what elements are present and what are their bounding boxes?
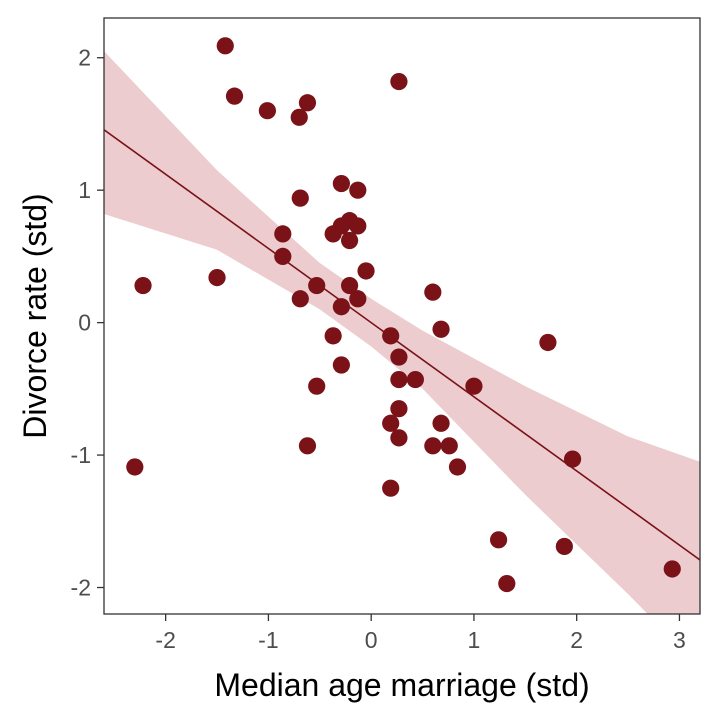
data-point — [225, 87, 244, 105]
data-point — [298, 94, 317, 112]
data-point — [274, 225, 292, 243]
data-point — [448, 458, 467, 476]
data-point — [298, 437, 317, 455]
data-point — [134, 276, 152, 295]
data-point — [382, 479, 400, 497]
data-point — [308, 276, 326, 295]
data-point — [406, 370, 424, 389]
x-axis-title: Median age marriage (std) — [214, 667, 589, 703]
data-point — [663, 560, 681, 578]
x-tick-label: 3 — [673, 627, 686, 653]
y-tick-label: 2 — [78, 45, 91, 71]
x-tick-label: -1 — [258, 627, 278, 653]
data-point — [465, 377, 483, 395]
confidence-band-layer — [104, 51, 700, 614]
x-tick-label: 0 — [365, 627, 378, 653]
data-point — [290, 108, 308, 126]
data-point — [126, 458, 144, 476]
data-point — [390, 72, 408, 91]
plot-panel-border — [103, 17, 701, 615]
x-axis-ticks: -2 -1 0 1 2 3 — [155, 614, 686, 653]
data-point — [390, 370, 408, 389]
y-tick-label: -1 — [71, 442, 91, 468]
data-point — [340, 276, 359, 295]
data-point — [258, 102, 276, 120]
data-point — [324, 327, 342, 345]
data-point — [349, 181, 367, 199]
data-point — [563, 450, 582, 468]
data-point — [424, 283, 442, 301]
data-point — [349, 217, 367, 235]
data-point — [291, 290, 309, 308]
data-point — [357, 262, 375, 280]
data-point — [555, 537, 573, 556]
x-tick-label: -2 — [155, 627, 175, 653]
confidence-band — [104, 51, 700, 614]
y-tick-label: -2 — [71, 575, 91, 601]
data-point — [539, 333, 557, 352]
regression-line-layer — [104, 129, 700, 561]
data-point — [382, 414, 400, 432]
data-point — [216, 37, 234, 55]
data-point — [382, 327, 400, 345]
data-point — [332, 298, 350, 316]
data-point — [390, 429, 408, 447]
data-point — [274, 247, 292, 265]
x-tick-label: 1 — [468, 627, 481, 653]
data-point — [340, 231, 359, 250]
data-point — [390, 400, 408, 418]
x-tick-label: 2 — [570, 627, 583, 653]
data-point — [349, 290, 367, 308]
data-point — [432, 320, 450, 338]
y-tick-label: 0 — [78, 310, 91, 336]
data-point — [308, 377, 326, 395]
data-point — [424, 437, 442, 455]
data-point — [489, 531, 508, 549]
data-point — [208, 268, 226, 287]
data-point — [390, 348, 408, 366]
y-tick-label: 1 — [78, 177, 91, 203]
data-point — [440, 437, 458, 455]
y-axis-title: Divorce rate (std) — [17, 193, 53, 438]
data-point — [332, 356, 350, 374]
y-axis-ticks: -2 -1 0 1 2 — [71, 45, 104, 601]
data-point — [498, 574, 516, 593]
regression-line — [104, 129, 700, 561]
data-point — [332, 174, 350, 193]
data-point — [291, 189, 309, 207]
data-point — [432, 414, 450, 432]
data-points-layer — [126, 37, 681, 593]
